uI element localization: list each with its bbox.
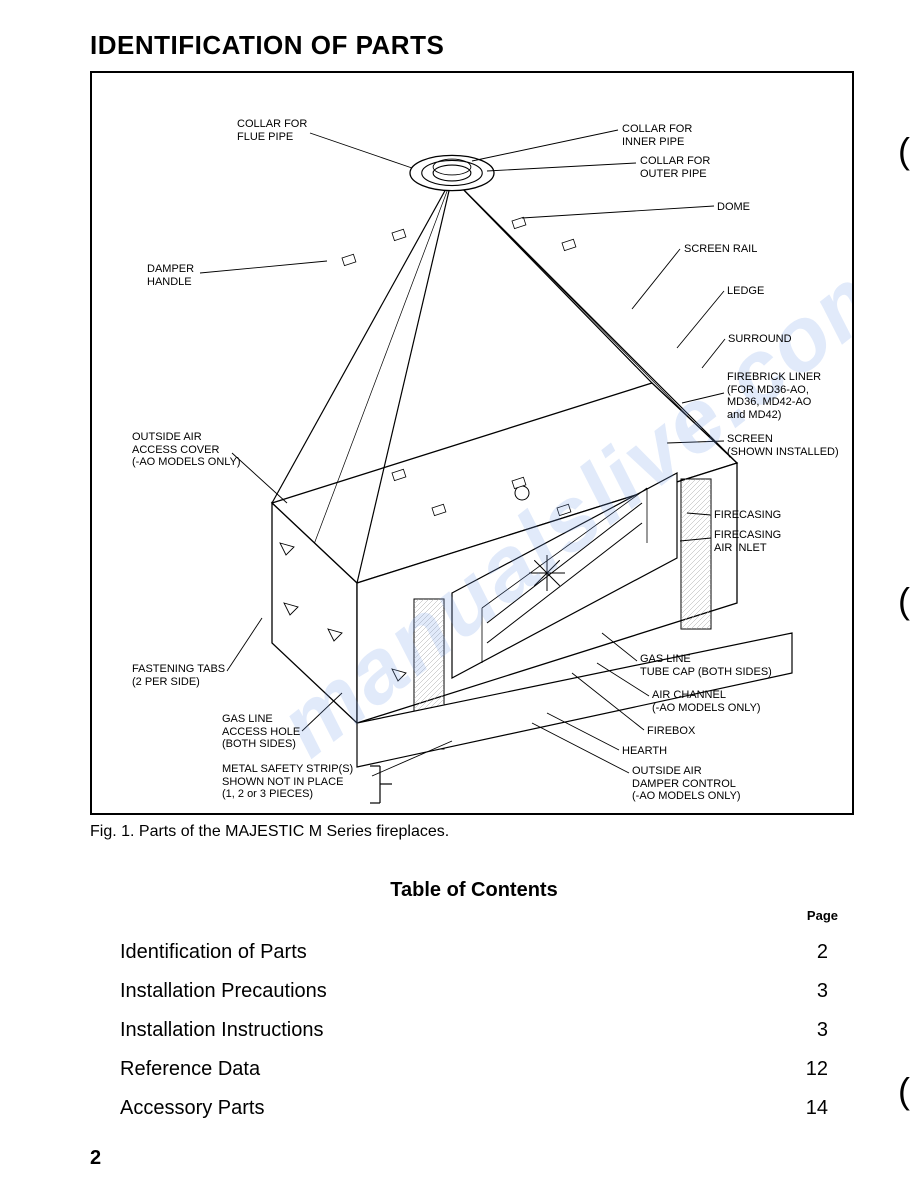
toc-heading: Table of Contents	[90, 879, 858, 902]
margin-paren: (	[898, 130, 910, 172]
toc-page: 2	[788, 941, 828, 964]
toc-title: Reference Data	[120, 1058, 260, 1081]
toc-page: 12	[788, 1058, 828, 1081]
callout-metal_strip: METAL SAFETY STRIP(S) SHOWN NOT IN PLACE…	[222, 763, 353, 801]
callout-firecasing_air: FIRECASING AIR INLET	[714, 529, 781, 554]
parts-diagram: manualslive.com COLLAR FOR FLUE PIPECOLL…	[90, 71, 854, 815]
toc-row: Accessory Parts 14	[120, 1089, 828, 1128]
document-page: IDENTIFICATION OF PARTS manualslive.com …	[0, 0, 918, 1188]
callout-outside_damper: OUTSIDE AIR DAMPER CONTROL (-AO MODELS O…	[632, 765, 741, 803]
toc-page: 3	[788, 1019, 828, 1042]
figure-caption: Fig. 1. Parts of the MAJESTIC M Series f…	[90, 823, 858, 841]
callout-hearth: HEARTH	[622, 745, 667, 758]
margin-paren: (	[898, 580, 910, 622]
callout-fastening: FASTENING TABS (2 PER SIDE)	[132, 663, 225, 688]
callout-outside_cover: OUTSIDE AIR ACCESS COVER (-AO MODELS ONL…	[132, 431, 241, 469]
callout-collar_flue: COLLAR FOR FLUE PIPE	[237, 118, 307, 143]
toc-row: Installation Instructions 3	[120, 1011, 828, 1050]
callout-damper_handle: DAMPER HANDLE	[147, 263, 194, 288]
toc-row: Reference Data 12	[120, 1050, 828, 1089]
callout-collar_outer: COLLAR FOR OUTER PIPE	[640, 155, 710, 180]
page-number: 2	[90, 1147, 101, 1170]
callout-screen_inst: SCREEN (SHOWN INSTALLED)	[727, 433, 839, 458]
toc-page: 14	[788, 1097, 828, 1120]
toc-title: Installation Instructions	[120, 1019, 323, 1042]
callout-firebox: FIREBOX	[647, 725, 695, 738]
toc-row: Installation Precautions 3	[120, 972, 828, 1011]
table-of-contents: Identification of Parts 2 Installation P…	[120, 933, 828, 1128]
toc-title: Accessory Parts	[120, 1097, 264, 1120]
toc-page: 3	[788, 980, 828, 1003]
callout-air_channel: AIR CHANNEL (-AO MODELS ONLY)	[652, 689, 761, 714]
callout-firecasing: FIRECASING	[714, 509, 781, 522]
callout-ledge: LEDGE	[727, 285, 764, 298]
toc-title: Installation Precautions	[120, 980, 327, 1003]
callout-surround: SURROUND	[728, 333, 792, 346]
toc-title: Identification of Parts	[120, 941, 307, 964]
section-heading: IDENTIFICATION OF PARTS	[90, 30, 858, 61]
toc-row: Identification of Parts 2	[120, 933, 828, 972]
callout-firebrick: FIREBRICK LINER (FOR MD36-AO, MD36, MD42…	[727, 371, 821, 422]
callout-dome: DOME	[717, 201, 750, 214]
toc-page-header: Page	[90, 908, 858, 923]
callout-gas_access: GAS LINE ACCESS HOLE (BOTH SIDES)	[222, 713, 300, 751]
callout-screen_rail: SCREEN RAIL	[684, 243, 757, 256]
callout-gas_tube: GAS LINE TUBE CAP (BOTH SIDES)	[640, 653, 772, 678]
callout-collar_inner: COLLAR FOR INNER PIPE	[622, 123, 692, 148]
margin-paren: (	[898, 1070, 910, 1112]
